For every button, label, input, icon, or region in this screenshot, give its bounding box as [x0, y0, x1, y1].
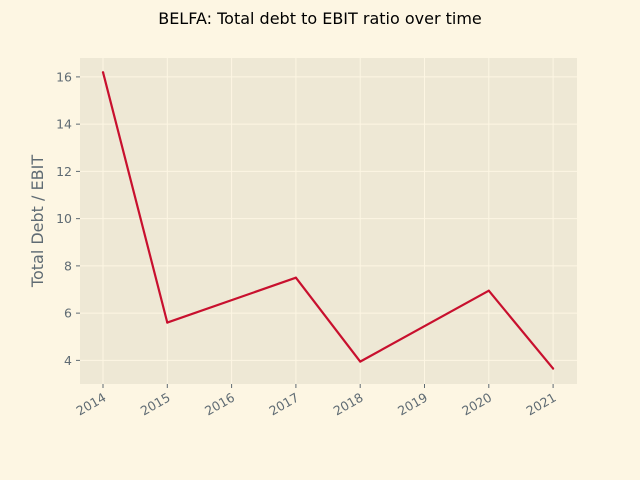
data-point [101, 71, 105, 74]
y-tick-label: 16 [56, 69, 72, 84]
y-axis-label: Total Debt / EBIT [28, 155, 47, 288]
grid-lines [80, 58, 577, 384]
data-point [487, 289, 490, 292]
plot-area [80, 58, 577, 384]
y-tick-label: 14 [56, 117, 72, 132]
chart-title: BELFA: Total debt to EBIT ratio over tim… [158, 9, 482, 28]
y-tick-label: 6 [64, 306, 72, 321]
data-point [359, 360, 362, 363]
y-tick-label: 10 [56, 211, 72, 226]
y-tick-label: 4 [64, 353, 72, 368]
data-point [166, 321, 169, 324]
series-line [101, 71, 554, 370]
data-point [294, 276, 297, 279]
y-tick-label: 8 [64, 258, 72, 273]
data-point [552, 367, 555, 370]
y-axis: 4 6 8 10 12 14 16 [56, 69, 80, 368]
data-points [101, 71, 555, 370]
y-tick-label: 12 [56, 164, 72, 179]
